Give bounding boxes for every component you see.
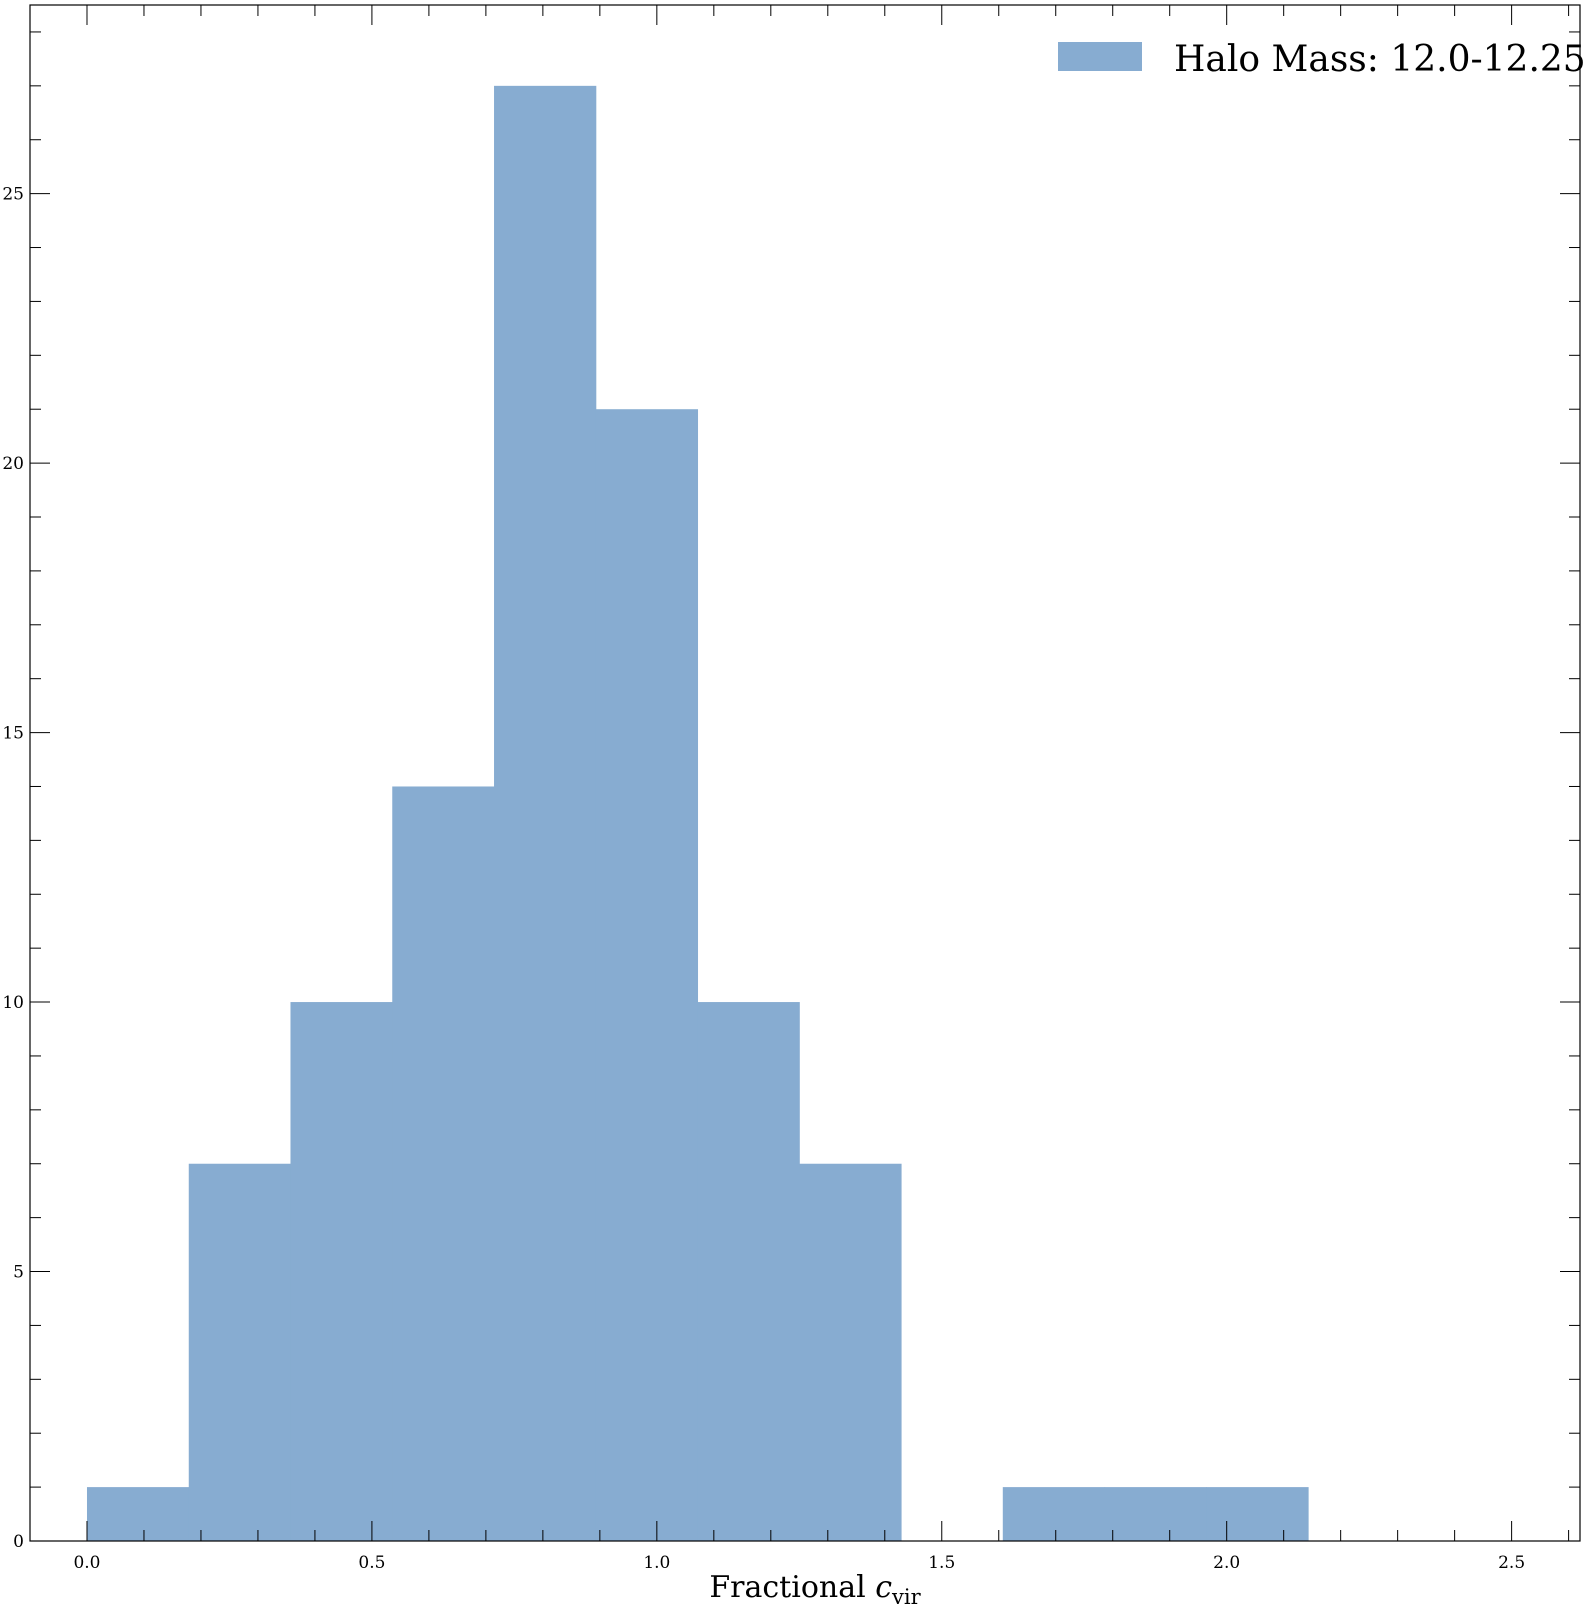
x-tick-label: 1.0: [643, 1553, 670, 1573]
histogram-bar: [697, 1002, 800, 1541]
histogram-bar: [392, 786, 495, 1541]
legend-label: Halo Mass: 12.0-12.25: [1174, 39, 1585, 80]
histogram-bar: [86, 1487, 190, 1541]
histogram-bar: [595, 409, 699, 1541]
histogram-bar: [1206, 1487, 1309, 1541]
x-tick-label: 2.5: [1498, 1553, 1525, 1573]
legend-swatch: [1058, 42, 1142, 71]
y-tick-label: 15: [2, 724, 24, 744]
y-tick-label: 25: [2, 185, 24, 205]
x-tick-label: 2.0: [1213, 1553, 1240, 1573]
x-tick-label: 1.5: [928, 1553, 955, 1573]
histogram-bar: [188, 1163, 291, 1541]
legend: Halo Mass: 12.0-12.25: [1058, 39, 1585, 80]
histogram-bar: [1104, 1487, 1207, 1541]
histogram-bar: [290, 1002, 393, 1541]
y-tick-label: 5: [13, 1263, 24, 1283]
histogram-bar: [799, 1163, 902, 1541]
y-tick-label: 0: [13, 1532, 24, 1552]
histogram-bars: [86, 85, 1309, 1542]
y-tick-label: 10: [2, 993, 24, 1013]
tick-labels: 0.0 0.5 1.0 1.5 2.0 2.5 0 5 10 15 20 25: [2, 185, 1525, 1573]
plot-frame: [29, 4, 1581, 1542]
histogram-bar: [1002, 1487, 1106, 1541]
x-tick-label: 0.0: [73, 1553, 100, 1573]
histogram-bar: [494, 85, 597, 1542]
x-tick-label: 0.5: [358, 1553, 385, 1573]
axis-ticks: [29, 5, 1580, 1542]
y-tick-label: 20: [2, 454, 24, 474]
x-axis-label: Fractional cvir: [709, 1570, 921, 1609]
